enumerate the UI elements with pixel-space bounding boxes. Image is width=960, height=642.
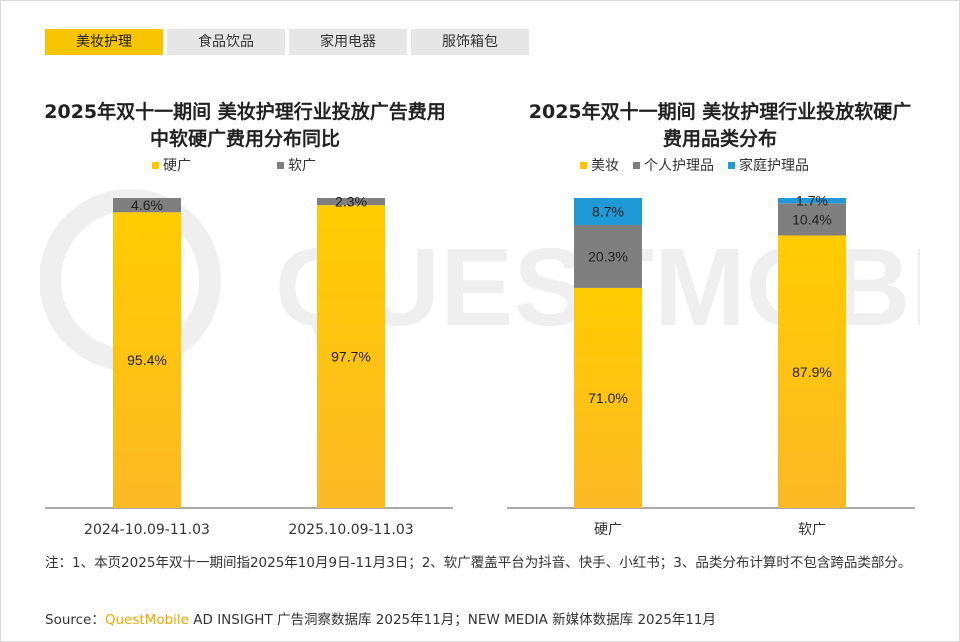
tab-apparel-bags[interactable]: 服饰箱包	[411, 29, 529, 55]
x-tick-label-c1-1: 软广	[798, 522, 826, 538]
chart-title-right: 2025年双十一期间 美妆护理行业投放软硬广费用品类分布	[528, 101, 912, 150]
x-tick-label-c0-0: 2024-10.09-11.03	[84, 522, 210, 538]
bar-c0-cat0-s0	[113, 212, 181, 508]
data-label-c1-cat1-s0: 87.9%	[792, 364, 832, 380]
bar-c0-cat1-s1	[317, 198, 385, 206]
bar-c1-cat1-s1	[778, 203, 846, 236]
legend-item-makeup: 美妆	[580, 155, 619, 175]
legend-item-personal-care: 个人护理品	[633, 155, 714, 175]
data-label-c1-cat0-s0: 71.0%	[588, 390, 628, 406]
footnote: 注：1、本页2025年双十一期间指2025年10月9日-11月3日；2、软广覆盖…	[45, 555, 912, 571]
legend-swatch-personal-care	[633, 161, 640, 169]
legend-item-soft-ad: 软广	[277, 155, 316, 175]
tab-beauty[interactable]: 美妆护理	[45, 29, 163, 55]
bar-c0-cat0-s1	[113, 198, 181, 213]
bar-c1-cat1-s0	[778, 235, 846, 508]
data-label-c0-cat1-s0: 97.7%	[331, 349, 371, 365]
data-label-c1-cat0-s2: 8.7%	[592, 203, 624, 219]
tab-home-appliances[interactable]: 家用电器	[289, 29, 407, 55]
legend-item-home-care: 家庭护理品	[728, 155, 809, 175]
legend-label-hard-ad: 硬广	[163, 158, 191, 174]
data-label-c0-cat0-s0: 95.4%	[127, 352, 167, 368]
legend-label-personal-care: 个人护理品	[644, 158, 714, 174]
source-prefix: Source：	[45, 612, 105, 628]
legend-swatch-makeup	[580, 161, 587, 169]
data-label-c1-cat1-s2: 1.7%	[796, 193, 828, 209]
x-tick-label-c0-1: 2025.10.09-11.03	[288, 522, 413, 538]
legend-left: 硬广 软广	[152, 155, 316, 175]
legend-right: 美妆 个人护理品 家庭护理品	[580, 155, 809, 175]
source-brand: QuestMobile	[104, 612, 189, 628]
chart-title-left: 2025年双十一期间 美妆护理行业投放广告费用中软硬广费用分布同比	[44, 101, 446, 150]
legend-label-soft-ad: 软广	[288, 158, 316, 174]
data-label-c0-cat0-s1: 4.6%	[131, 197, 163, 213]
legend-label-makeup: 美妆	[591, 158, 619, 174]
legend-swatch-soft-ad	[277, 161, 284, 169]
data-label-c1-cat0-s1: 20.3%	[588, 248, 628, 264]
tab-food-beverage[interactable]: 食品饮品	[167, 29, 285, 55]
bar-c1-cat0-s2	[574, 198, 642, 225]
bar-c1-cat0-s1	[574, 224, 642, 288]
data-label-c0-cat1-s1: 2.3%	[335, 194, 367, 210]
x-tick-label-c1-0: 硬广	[594, 522, 622, 538]
legend-swatch-home-care	[728, 161, 735, 169]
legend-item-hard-ad: 硬广	[152, 155, 191, 175]
bar-c1-cat1-s2	[778, 198, 846, 204]
source-line: Source：QuestMobile AD INSIGHT 广告洞察数据库 20…	[45, 608, 716, 628]
data-label-c1-cat1-s1: 10.4%	[792, 211, 832, 227]
legend-swatch-hard-ad	[152, 161, 159, 169]
bar-c0-cat1-s0	[317, 205, 385, 508]
legend-label-home-care: 家庭护理品	[739, 158, 809, 174]
category-tabs: 美妆护理 食品饮品 家用电器 服饰箱包	[45, 29, 529, 55]
source-rest: AD INSIGHT 广告洞察数据库 2025年11月；NEW MEDIA 新媒…	[188, 612, 716, 628]
bar-c1-cat0-s0	[574, 287, 642, 508]
